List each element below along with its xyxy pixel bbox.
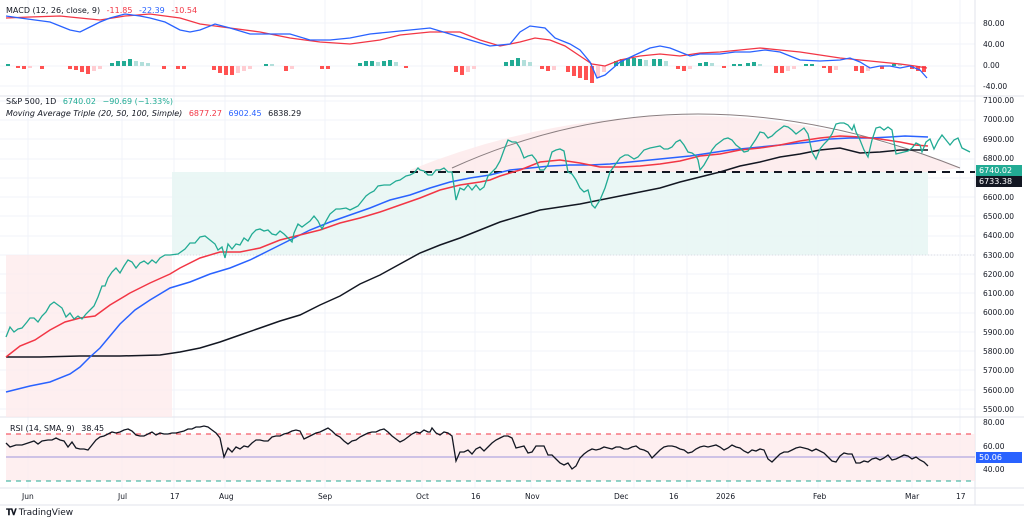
rsi-indicator-label: RSI (14, SMA, 9) — [10, 424, 75, 433]
ma100-value: 6838.29 — [268, 109, 302, 118]
arc-zone — [410, 115, 960, 172]
time-label-dec-16: 16 — [669, 492, 679, 501]
price-axis-6800: 6800.00 — [983, 154, 1015, 163]
ma20-line — [5, 135, 929, 358]
last-price-tag: 6740.02 — [976, 165, 1022, 176]
price-axis-6300: 6300.00 — [983, 251, 1015, 260]
macd-axis-neg40: -40.00 — [983, 82, 1008, 91]
macd-axis-0: 0.00 — [983, 61, 1000, 70]
tradingview-logo-icon: 𝐓𝐕 — [6, 508, 17, 518]
arc-outline — [451, 113, 961, 169]
macd-histogram — [6, 58, 926, 83]
time-label-oct-16: 16 — [471, 492, 481, 501]
macd-legend[interactable]: MACD (12, 26, close, 9) -11.85 -22.39 -1… — [6, 6, 201, 15]
ma-indicator-label: Moving Average Triple (20, 50, 100, Simp… — [6, 109, 183, 118]
macd-histogram-value: -11.85 — [106, 6, 133, 15]
level-price-tag: 6733.38 — [976, 176, 1022, 187]
rsi-ma-tag: 50.06 — [976, 452, 1022, 463]
price-axis-5500: 5500.00 — [983, 405, 1015, 414]
tradingview-logo-text: TradingView — [18, 508, 74, 518]
price-axis-6200: 6200.00 — [983, 270, 1015, 279]
macd-line-value: -22.39 — [138, 6, 165, 15]
price-axis-7100: 7100.00 — [983, 96, 1015, 105]
rsi-value: 38.45 — [81, 424, 105, 433]
price-axis-5900: 5900.00 — [983, 328, 1015, 337]
price-axis-6900: 6900.00 — [983, 135, 1015, 144]
time-label-jun: Jun — [22, 492, 34, 501]
time-label-2026: 2026 — [716, 492, 736, 501]
ma50-value: 6902.45 — [228, 109, 262, 118]
rsi-legend[interactable]: RSI (14, SMA, 9) 38.45 — [10, 424, 108, 433]
macd-indicator-label: MACD (12, 26, close, 9) — [6, 6, 101, 15]
price-line — [5, 122, 971, 338]
macd-axis-80: 80.00 — [983, 19, 1005, 28]
time-label-feb: Feb — [813, 492, 827, 501]
pre-breakout-zone — [6, 255, 172, 417]
rsi-axis-80: 80.00 — [983, 418, 1005, 427]
time-label-jul: Jul — [118, 492, 128, 501]
macd-signal-value: -10.54 — [171, 6, 198, 15]
price-axis-5800: 5800.00 — [983, 347, 1015, 356]
time-label-oct: Oct — [416, 492, 429, 501]
rsi-axis-60: 60.00 — [983, 442, 1005, 451]
price-axis-6000: 6000.00 — [983, 308, 1015, 317]
macd-axis-40: 40.00 — [983, 40, 1005, 49]
time-label-mar: Mar — [905, 492, 920, 501]
tradingview-logo[interactable]: 𝐓𝐕 TradingView — [6, 508, 73, 518]
price-axis-6600: 6600.00 — [983, 193, 1015, 202]
ma20-value: 6877.27 — [188, 109, 222, 118]
time-label-dec: Dec — [614, 492, 629, 501]
ma100-line — [6, 147, 928, 358]
price-axis-6500: 6500.00 — [983, 212, 1015, 221]
price-axis-6100: 6100.00 — [983, 289, 1015, 298]
macd-line — [5, 13, 928, 79]
rsi-line — [5, 425, 929, 470]
time-label-jul-17: 17 — [170, 492, 180, 501]
rsi-axis-40: 40.00 — [983, 465, 1005, 474]
price-legend[interactable]: S&P 500, 1D 6740.02 −90.69 (−1.33%) — [6, 97, 177, 106]
last-price: 6740.02 — [62, 97, 96, 106]
price-axis-5600: 5600.00 — [983, 386, 1015, 395]
symbol-label: S&P 500, 1D — [6, 97, 57, 106]
macd-signal-line — [5, 13, 928, 69]
price-axis-6400: 6400.00 — [983, 231, 1015, 240]
ma-legend[interactable]: Moving Average Triple (20, 50, 100, Simp… — [6, 109, 305, 118]
price-axis-5700: 5700.00 — [983, 366, 1015, 375]
time-label-nov: Nov — [525, 492, 540, 501]
time-label-sep: Sep — [318, 492, 333, 501]
time-label-aug: Aug — [219, 492, 234, 501]
price-change: −90.69 (−1.33%) — [102, 97, 173, 106]
price-axis-7000: 7000.00 — [983, 115, 1015, 124]
above-level-fill — [172, 172, 928, 255]
time-label-mar-17: 17 — [956, 492, 966, 501]
